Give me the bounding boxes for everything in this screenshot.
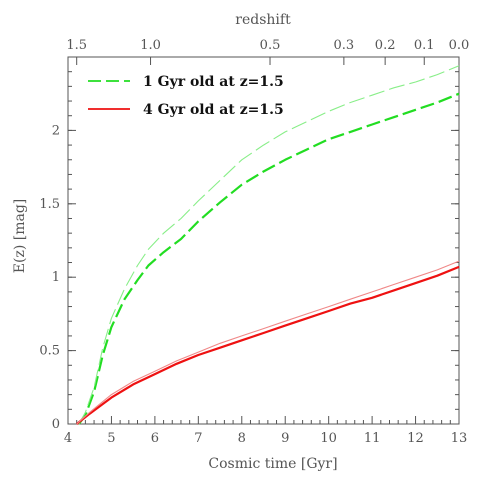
y-tick-label: 1: [52, 270, 60, 285]
top-tick-label: 0.2: [375, 38, 396, 53]
series-line: [76, 260, 460, 425]
x-tick-label: 10: [320, 431, 337, 446]
x-tick-label: 5: [107, 431, 115, 446]
y-tick-label: 0.5: [39, 344, 60, 359]
top-tick-label: 1.0: [140, 38, 161, 53]
x-tick-label: 13: [451, 431, 468, 446]
legend: 1 Gyr old at z=1.5 4 Gyr old at z=1.5: [88, 74, 284, 118]
top-tick-label: 1.5: [66, 38, 87, 53]
x-tick-label: 9: [281, 431, 289, 446]
series-line: [78, 92, 460, 425]
series-layer: [76, 65, 460, 425]
x-axis-title: Cosmic time [Gyr]: [208, 456, 337, 472]
x-tick-label: 4: [64, 431, 72, 446]
series-line: [78, 65, 460, 425]
x-tick-label: 6: [151, 431, 159, 446]
y-tick-label: 2: [52, 123, 60, 138]
y-tick-label: 0: [52, 417, 60, 432]
x-tick-label: 8: [238, 431, 246, 446]
legend-label: 1 Gyr old at z=1.5: [143, 74, 284, 90]
series-line: [76, 265, 460, 425]
top-tick-label: 0.3: [334, 38, 355, 53]
plot-frame: [67, 56, 460, 425]
x-tick-label: 7: [194, 431, 202, 446]
top-tick-label: 0.1: [414, 38, 435, 53]
top-axis-title: redshift: [235, 12, 291, 28]
axes-layer: 4 5 6 7 8 9 10 11 12 13 0 0.5 1 1.5 2 1.5 1.0 0.5 0.3 0.2 0.…: [39, 38, 469, 446]
x-tick-label: 11: [364, 431, 381, 446]
x-tick-label: 12: [407, 431, 424, 446]
y-tick-label: 1.5: [39, 197, 60, 212]
top-tick-label: 0.5: [260, 38, 281, 53]
y-axis-title: E(z) [mag]: [12, 199, 28, 273]
top-tick-label: 0.0: [449, 38, 470, 53]
legend-label: 4 Gyr old at z=1.5: [143, 102, 284, 118]
